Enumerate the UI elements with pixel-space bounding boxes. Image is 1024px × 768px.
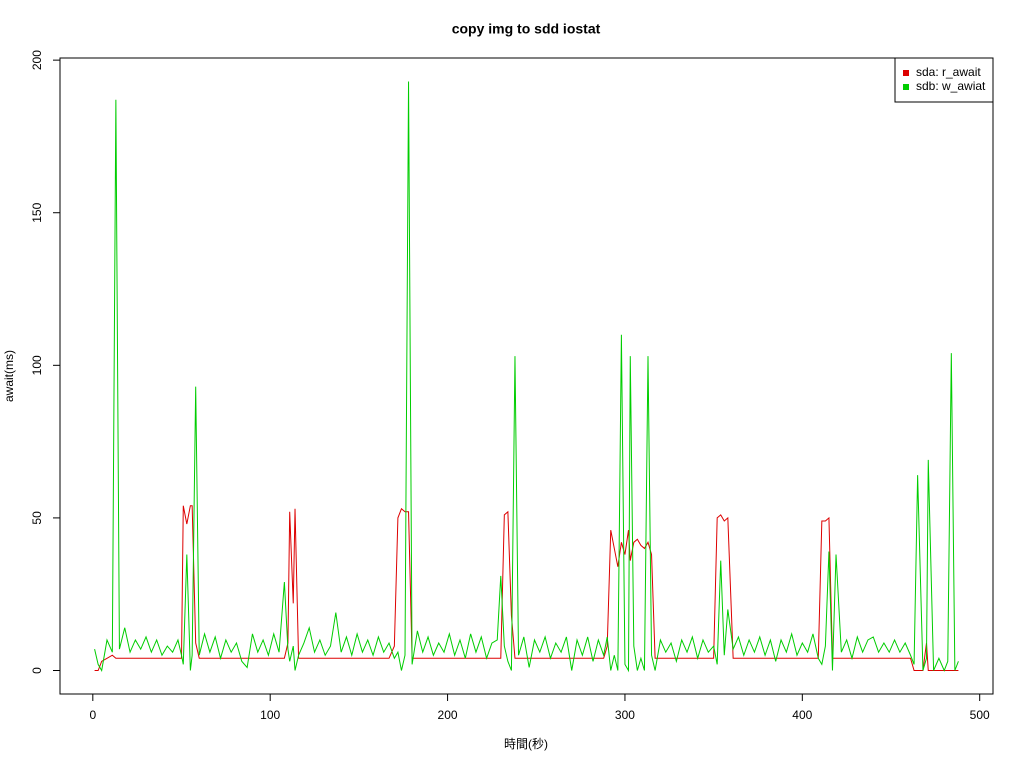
y-tick-label: 100 (30, 355, 44, 375)
x-tick-label: 200 (438, 708, 458, 722)
x-tick-label: 100 (260, 708, 280, 722)
y-tick-label: 0 (30, 667, 44, 674)
x-tick-label: 300 (615, 708, 635, 722)
series-line (94, 81, 959, 673)
y-tick-label: 50 (30, 511, 44, 525)
legend-label: sda: r_await (916, 65, 981, 79)
y-axis-label: await(ms) (2, 350, 16, 402)
legend-box (894, 57, 994, 103)
legend-swatch (903, 70, 909, 76)
legend-label: sdb: w_awiat (916, 79, 986, 93)
x-tick-label: 500 (970, 708, 990, 722)
chart-title: copy img to sdd iostat (452, 21, 601, 37)
x-tick-label: 0 (89, 708, 96, 722)
x-axis-label: 時間(秒) (504, 737, 548, 751)
legend-swatch (903, 84, 909, 90)
x-tick-label: 400 (792, 708, 812, 722)
series-line (94, 505, 959, 671)
y-tick-label: 200 (30, 50, 44, 70)
y-tick-label: 150 (30, 202, 44, 222)
